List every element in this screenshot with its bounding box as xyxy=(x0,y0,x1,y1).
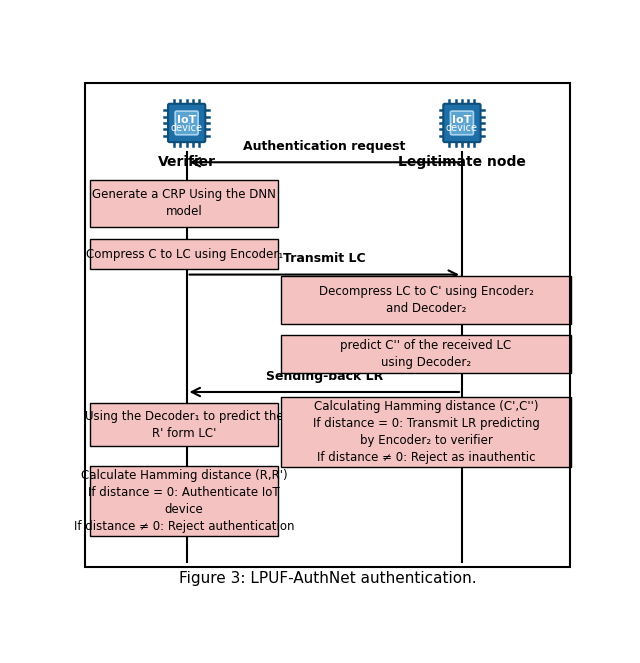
Text: Using the Decoder₁ to predict the
R' form LC': Using the Decoder₁ to predict the R' for… xyxy=(85,410,284,440)
FancyBboxPatch shape xyxy=(451,111,474,135)
Text: IoT: IoT xyxy=(177,115,196,125)
Text: Sending-back LR: Sending-back LR xyxy=(266,370,383,383)
FancyBboxPatch shape xyxy=(90,403,278,446)
FancyBboxPatch shape xyxy=(281,396,571,467)
FancyBboxPatch shape xyxy=(90,180,278,227)
Text: Calculating Hamming distance (C',C'')
If distance = 0: Transmit LR predicting
by: Calculating Hamming distance (C',C'') If… xyxy=(312,400,540,464)
Text: predict C'' of the received LC
using Decoder₂: predict C'' of the received LC using Dec… xyxy=(340,339,511,369)
Text: Transmit LC: Transmit LC xyxy=(283,253,365,265)
Text: IoT: IoT xyxy=(452,115,472,125)
Text: device: device xyxy=(171,123,203,133)
Text: Authentication request: Authentication request xyxy=(243,140,406,153)
FancyBboxPatch shape xyxy=(444,104,481,142)
Text: Generate a CRP Using the DNN
model: Generate a CRP Using the DNN model xyxy=(92,188,276,218)
Text: Decompress LC to C' using Encoder₂
and Decoder₂: Decompress LC to C' using Encoder₂ and D… xyxy=(319,285,533,315)
FancyBboxPatch shape xyxy=(281,276,571,324)
Text: Verifier: Verifier xyxy=(157,154,216,168)
FancyBboxPatch shape xyxy=(281,335,571,373)
Text: Figure 3: LPUF-AuthNet authentication.: Figure 3: LPUF-AuthNet authentication. xyxy=(179,572,477,586)
Text: Legitimate node: Legitimate node xyxy=(398,154,526,168)
Text: device: device xyxy=(446,123,478,133)
FancyBboxPatch shape xyxy=(168,104,205,142)
FancyBboxPatch shape xyxy=(90,239,278,269)
Text: Compress C to LC using Encoder₁: Compress C to LC using Encoder₁ xyxy=(86,248,283,261)
FancyBboxPatch shape xyxy=(90,465,278,536)
Text: Calculate Hamming distance (R,R')
If distance = 0: Authenticate IoT
device
If di: Calculate Hamming distance (R,R') If dis… xyxy=(74,469,294,533)
FancyBboxPatch shape xyxy=(175,111,198,135)
